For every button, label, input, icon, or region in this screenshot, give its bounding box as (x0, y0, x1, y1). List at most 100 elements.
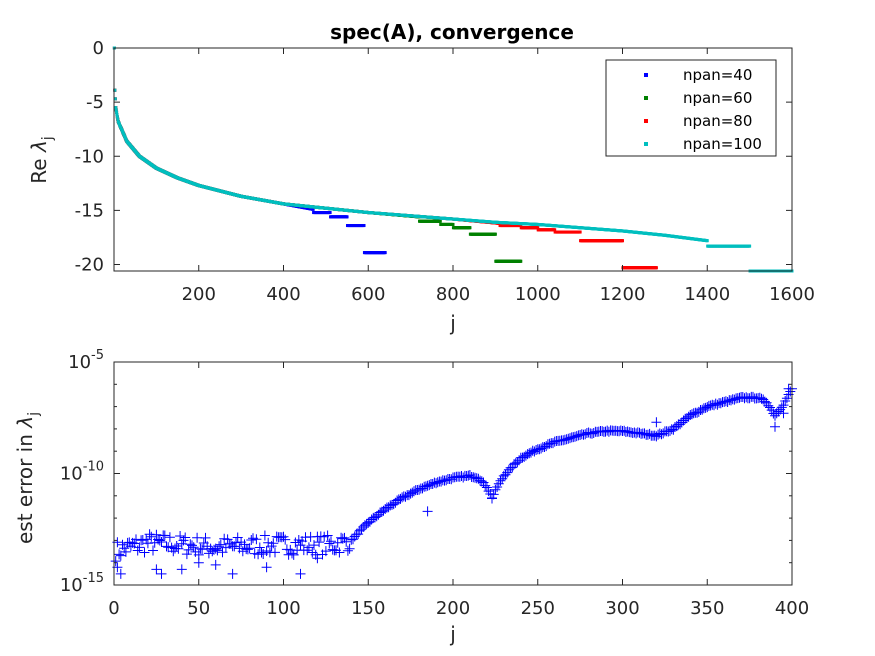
data-point (438, 219, 442, 223)
data-point (770, 421, 780, 432)
data-point (344, 543, 355, 554)
data-point (180, 532, 191, 543)
data-point (139, 547, 150, 558)
data-point (214, 541, 225, 552)
legend-label: npan=60 (683, 89, 752, 107)
legend-label: npan=100 (683, 135, 762, 153)
legend-marker (644, 96, 648, 100)
x-tick-label: 800 (436, 284, 470, 305)
x-tick-label: 200 (436, 598, 470, 619)
data-point (320, 546, 331, 557)
data-point (115, 550, 126, 561)
x-tick-label: 350 (690, 598, 724, 619)
data-point (268, 538, 279, 549)
data-point (242, 544, 253, 555)
data-point (785, 386, 796, 397)
series-npan=100 (112, 46, 794, 273)
data-point (312, 553, 323, 564)
data-point (134, 542, 145, 553)
legend: npan=40 npan=60 npan=80 npan=100 (605, 59, 777, 157)
x-tick-label: 50 (187, 598, 210, 619)
data-point (193, 557, 204, 568)
data-point (362, 224, 366, 228)
legend-marker (644, 142, 648, 146)
x-tick-label: 150 (351, 598, 385, 619)
data-point (200, 532, 211, 543)
y-tick-label: -10 (75, 146, 104, 167)
y-tick-label: -20 (75, 255, 104, 276)
x-tick-label: 400 (775, 598, 809, 619)
error-series (110, 383, 797, 579)
x-tick-label: 1200 (600, 284, 646, 305)
data-point (303, 542, 314, 553)
data-point (251, 534, 262, 545)
chart-title: spec(A), convergence (330, 20, 574, 44)
data-point (468, 226, 472, 230)
data-point (748, 244, 752, 248)
data-point (780, 396, 791, 406)
data-point (490, 484, 501, 495)
x-tick-label: 250 (521, 598, 555, 619)
top-xlabel: j (449, 311, 456, 335)
x-tick-label: 1000 (515, 284, 561, 305)
legend-box (605, 59, 777, 157)
y-tick-label: -15 (75, 200, 104, 221)
data-point (451, 222, 455, 226)
data-point (765, 402, 775, 413)
series-npan=60 (112, 46, 523, 263)
y-tick-label: 0 (93, 38, 104, 59)
data-point (115, 110, 119, 114)
data-point (422, 506, 433, 517)
data-point (192, 532, 203, 543)
top-ylabel: Re λj (27, 136, 56, 183)
data-point (161, 541, 172, 552)
data-point (322, 530, 333, 541)
data-point (114, 108, 118, 112)
x-tick-label: 200 (182, 284, 216, 305)
data-point (341, 536, 352, 547)
data-point (302, 545, 313, 556)
data-point (197, 544, 208, 555)
data-point (553, 228, 557, 232)
data-point (168, 546, 179, 557)
data-point (287, 548, 297, 559)
legend-marker (644, 119, 648, 123)
data-point (148, 545, 158, 556)
legend-marker (644, 73, 648, 77)
data-point (259, 530, 270, 541)
data-point (654, 266, 658, 270)
data-point (776, 402, 787, 413)
data-point (113, 97, 117, 101)
data-point (651, 417, 662, 428)
data-point (210, 559, 221, 570)
data-point (295, 568, 306, 579)
data-point (227, 568, 238, 579)
x-tick-label: 0 (108, 598, 119, 619)
legend-label: npan=40 (683, 66, 752, 84)
data-point (215, 539, 226, 550)
data-point (480, 480, 491, 491)
data-point (578, 230, 582, 234)
data-point (129, 538, 140, 549)
data-point (156, 568, 167, 579)
data-point (154, 535, 165, 546)
data-point (159, 530, 170, 541)
data-point (256, 547, 267, 558)
data-point (151, 564, 162, 575)
data-point (705, 239, 709, 243)
legend-label: npan=80 (683, 112, 752, 130)
data-point (244, 543, 255, 554)
data-point (176, 564, 187, 575)
data-point (164, 532, 175, 543)
data-point (212, 545, 223, 556)
data-point (519, 224, 523, 228)
data-point (114, 106, 118, 110)
data-point (536, 226, 540, 230)
data-point (246, 535, 257, 545)
data-point (778, 408, 789, 419)
data-point (114, 549, 125, 560)
data-point (493, 232, 497, 236)
x-tick-label: 1600 (769, 284, 815, 305)
